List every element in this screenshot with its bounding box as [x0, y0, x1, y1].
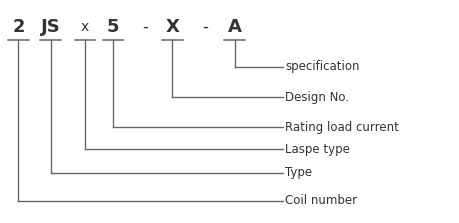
Text: specification: specification — [285, 60, 359, 73]
Text: Type: Type — [285, 166, 312, 179]
Text: A: A — [227, 18, 241, 36]
Text: Rating load current: Rating load current — [285, 121, 398, 134]
Text: -: - — [202, 18, 207, 36]
Text: JS: JS — [41, 18, 60, 36]
Text: -: - — [142, 18, 147, 36]
Text: X: X — [165, 18, 179, 36]
Text: Design No.: Design No. — [285, 91, 348, 103]
Text: Laspe type: Laspe type — [285, 143, 349, 156]
Text: 5: 5 — [106, 18, 119, 36]
Text: 2: 2 — [12, 18, 25, 36]
Text: x: x — [81, 20, 89, 34]
Text: Coil number: Coil number — [285, 194, 357, 207]
